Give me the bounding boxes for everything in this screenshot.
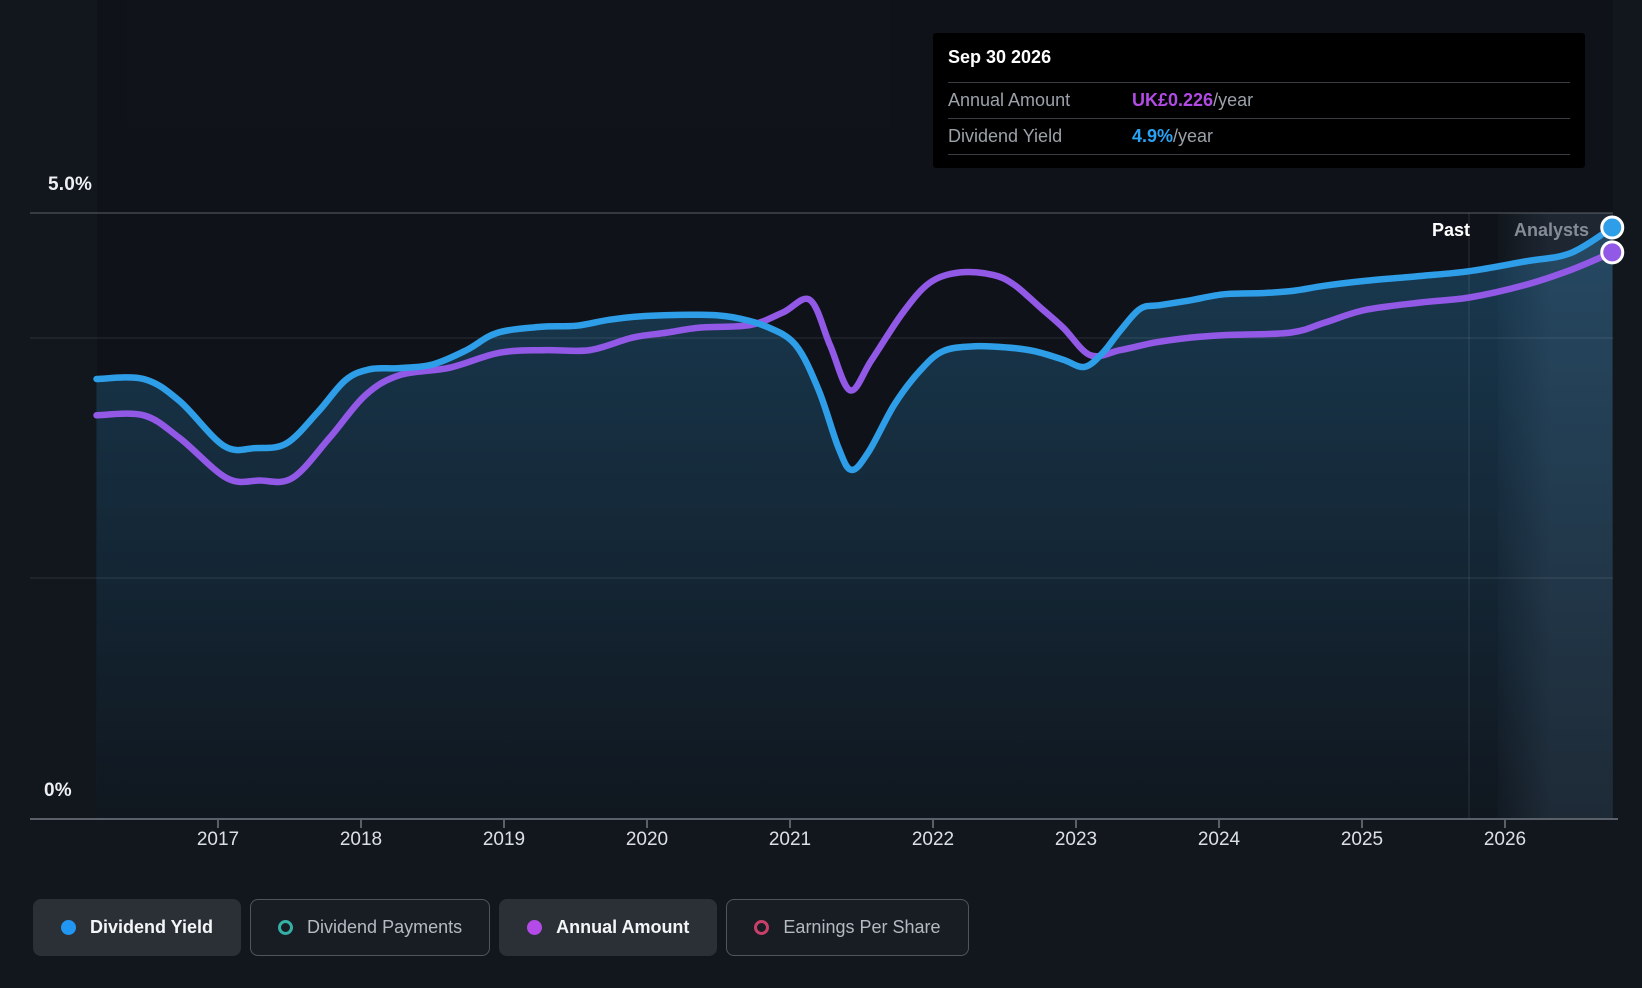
tooltip-row-label: Dividend Yield <box>948 126 1063 146</box>
dividend-yield-marker-icon <box>61 920 76 935</box>
tooltip-row-value: UK£0.226 <box>1132 90 1214 110</box>
annual-amount-marker-icon <box>527 920 543 935</box>
analyst-forecast-band <box>1498 213 1613 819</box>
tooltip-row-suffix: /year <box>1173 126 1214 146</box>
x-axis-year-label: 2018 <box>339 829 383 850</box>
dividend-yield-line <box>93 224 1616 474</box>
x-axis-year-label: 2023 <box>1054 829 1098 850</box>
analysts-label: Analysts <box>1514 220 1590 240</box>
dividend-payments-marker-icon <box>278 920 294 935</box>
legend-button-label: Earnings Per Share <box>783 917 941 937</box>
x-axis-year-label: 2024 <box>1197 829 1241 850</box>
legend-button-label: Dividend Payments <box>307 917 463 937</box>
legend-button-earnings-per-share[interactable]: Earnings Per Share <box>726 899 969 956</box>
earnings-per-share-marker-icon <box>754 920 770 935</box>
annual-amount-end-marker <box>1600 240 1625 265</box>
x-axis-year-label: 2026 <box>1483 829 1527 850</box>
x-axis-year-label: 2019 <box>482 829 526 850</box>
dividend-yield-end-marker <box>1600 215 1625 240</box>
x-axis-year-label: 2021 <box>768 829 812 850</box>
tooltip-row-label: Annual Amount <box>948 90 1071 110</box>
x-axis-year-label: 2022 <box>911 829 955 850</box>
legend-button-dividend-yield[interactable]: Dividend Yield <box>33 899 242 956</box>
x-axis-ticks <box>217 819 1506 828</box>
legend-button-label: Annual Amount <box>556 917 690 937</box>
tooltip-row-suffix: /year <box>1213 90 1254 110</box>
tooltip-row: Dividend Yield 4.9%/year <box>948 119 1570 155</box>
tooltip-row: Annual Amount UK£0.226/year <box>948 83 1570 119</box>
chart-legend: Dividend Yield Dividend Payments Annual Am… <box>33 899 969 956</box>
dividend-yield-area-fill <box>96 227 1613 819</box>
legend-button-annual-amount[interactable]: Annual Amount <box>499 899 718 956</box>
y-axis-label-max: 5.0% <box>48 174 93 195</box>
x-axis-year-label: 2017 <box>196 829 240 850</box>
x-axis-year-label: 2020 <box>625 829 669 850</box>
chart-tooltip: Sep 30 2026 Annual Amount UK£0.226/year Di… <box>933 33 1585 168</box>
y-axis-label-zero: 0% <box>44 780 72 801</box>
x-axis-year-label: 2025 <box>1340 829 1384 850</box>
legend-button-dividend-payments[interactable]: Dividend Payments <box>250 899 491 956</box>
past-label: Past <box>1432 220 1471 240</box>
tooltip-date: Sep 30 2026 <box>948 33 1570 83</box>
tooltip-row-value: 4.9% <box>1132 126 1174 146</box>
annual-amount-line <box>93 249 1616 486</box>
legend-button-label: Dividend Yield <box>90 917 214 937</box>
gridlines <box>30 212 1613 579</box>
